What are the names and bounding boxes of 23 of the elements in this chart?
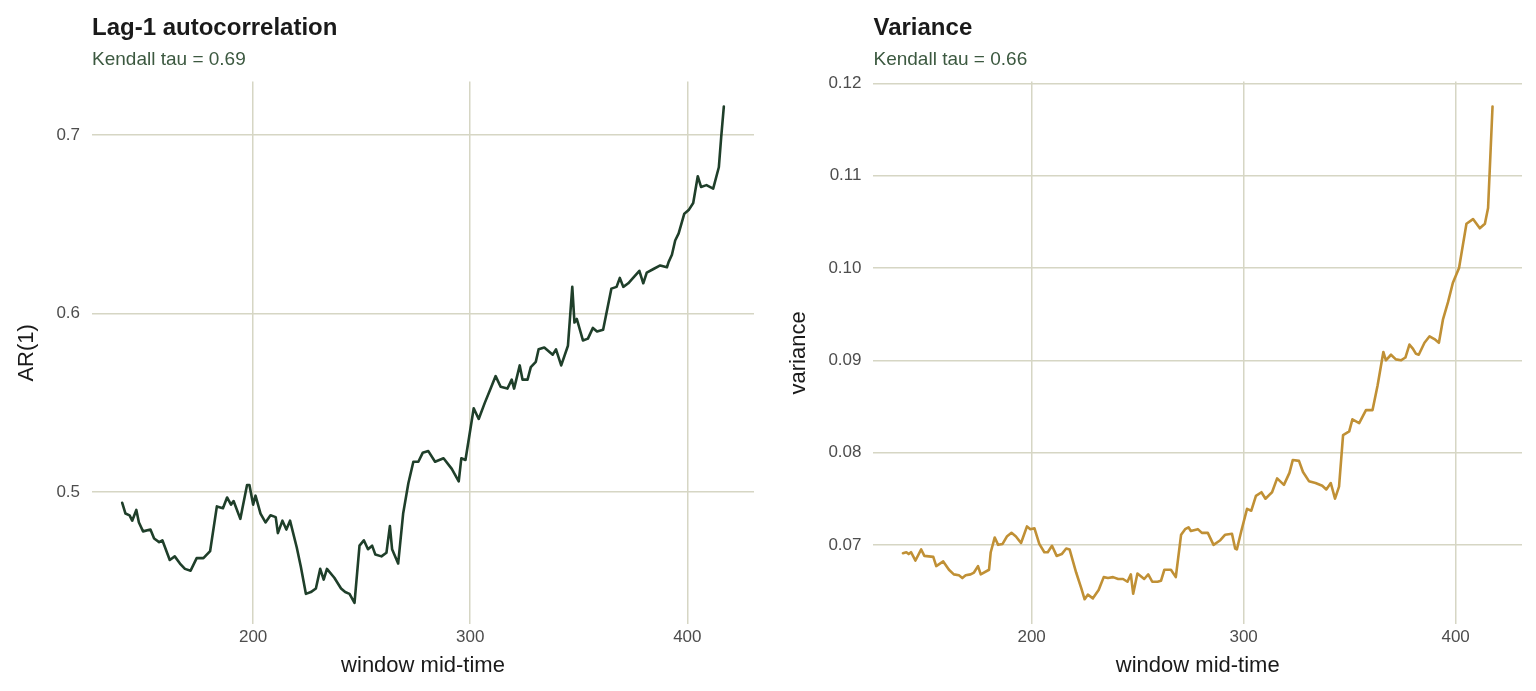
y-axis-title: AR(1): [13, 324, 39, 382]
chart-subtitle: Kendall tau = 0.69: [92, 48, 246, 70]
x-axis-title: window mid-time: [340, 651, 505, 677]
x-tick-label: 400: [1441, 627, 1470, 647]
chart-title: Lag-1 autocorrelation: [92, 13, 338, 41]
y-tick-label: 0.6: [56, 303, 81, 323]
x-tick-label: 200: [1017, 627, 1046, 647]
x-tick-label: 300: [456, 627, 485, 647]
x-tick-label: 300: [1229, 627, 1258, 647]
y-tick-label: 0.12: [828, 73, 862, 93]
y-tick-label: 0.7: [56, 124, 81, 144]
y-tick-label: 0.10: [828, 257, 862, 277]
x-tick-label: 200: [238, 627, 268, 647]
y-tick-label: 0.08: [828, 442, 862, 462]
x-axis-title: window mid-time: [1114, 651, 1280, 677]
chart-subtitle: Kendall tau = 0.66: [873, 48, 1028, 70]
y-tick-label: 0.11: [829, 165, 862, 185]
y-tick-label: 0.07: [828, 534, 862, 554]
y-tick-label: 0.5: [56, 481, 81, 501]
y-tick-label: 0.09: [828, 349, 862, 369]
chart-title: Variance: [873, 13, 973, 41]
y-axis-title: variance: [785, 311, 811, 395]
x-tick-label: 400: [673, 627, 702, 647]
